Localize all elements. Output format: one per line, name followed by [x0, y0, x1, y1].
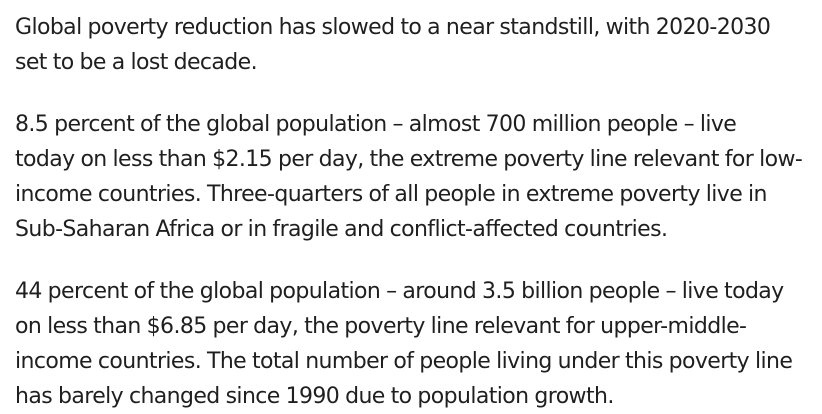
text-line: income countries. The total number of pe…: [15, 349, 793, 374]
paragraph-lost-decade: Global poverty reduction has slowed to a…: [15, 10, 815, 80]
text-line: 8.5 percent of the global population – a…: [15, 112, 737, 137]
text-line: on less than $6.85 per day, the poverty …: [15, 314, 747, 339]
paragraph-upper-middle-income: 44 percent of the global population – ar…: [15, 274, 815, 414]
article-body: Global poverty reduction has slowed to a…: [15, 10, 815, 414]
text-line: set to be a lost decade.: [15, 50, 258, 75]
text-line: Sub-Saharan Africa or in fragile and con…: [15, 217, 668, 242]
paragraph-extreme-poverty: 8.5 percent of the global population – a…: [15, 107, 815, 247]
text-line: Global poverty reduction has slowed to a…: [15, 15, 771, 40]
text-line: has barely changed since 1990 due to pop…: [15, 384, 614, 409]
text-line: today on less than $2.15 per day, the ex…: [15, 147, 803, 172]
text-line: income countries. Three-quarters of all …: [15, 182, 767, 207]
text-line: 44 percent of the global population – ar…: [15, 279, 784, 304]
